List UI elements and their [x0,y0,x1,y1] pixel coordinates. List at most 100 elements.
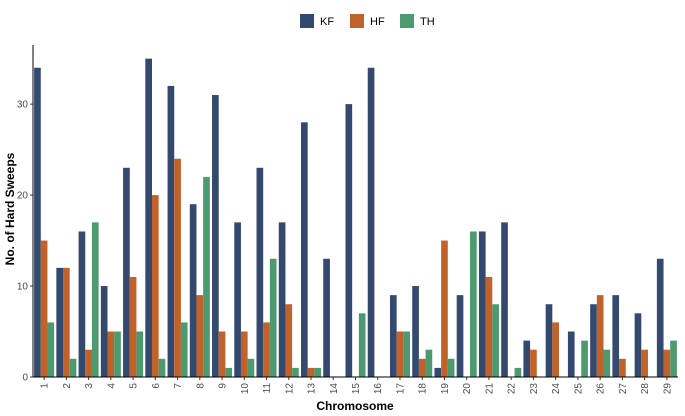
bar-kf-chr21 [478,231,486,377]
bar-th-chr22 [514,367,522,377]
bar-hf-chr13 [307,367,315,377]
x-tick-label: 8 [195,383,206,389]
bar-kf-chr27 [612,295,620,377]
bar-th-chr25 [581,340,588,377]
bar-kf-chr16 [367,67,375,378]
x-tick-label: 21 [484,383,495,395]
bar-kf-chr19 [434,367,442,377]
x-tick-label: 15 [351,383,362,395]
x-tick-label: 26 [596,383,607,395]
bar-hf-chr7 [174,158,181,377]
bar-hf-chr17 [396,331,404,377]
bar-kf-chr6 [145,58,152,377]
bar-th-chr11 [269,258,277,377]
legend-label-th: TH [420,16,435,28]
bar-hf-chr19 [441,240,448,377]
x-tick-label: 11 [262,383,273,394]
y-tick-label: 0 [22,373,28,384]
x-tick-label: 22 [507,383,518,395]
y-tick-label: 10 [17,282,29,293]
bar-hf-chr6 [151,195,159,377]
bar-hf-chr1 [40,240,48,377]
bar-th-chr17 [403,331,410,377]
x-tick-label: 23 [529,383,540,395]
bar-hf-chr10 [240,331,248,377]
bar-kf-chr2 [56,267,64,377]
bar-hf-chr8 [196,295,204,377]
bar-th-chr7 [180,322,188,377]
x-tick-label: 3 [84,383,95,389]
legend-key-th [400,14,414,28]
bar-hf-chr24 [552,322,560,377]
bar-th-chr8 [203,176,210,377]
y-axis-title: No. of Hard Sweeps [3,152,17,265]
bar-th-chr4 [114,331,121,377]
bar-hf-chr29 [663,349,671,377]
legend: KF HF TH [300,14,435,28]
x-tick-label: 5 [129,383,140,389]
bar-kf-chr15 [345,104,353,378]
x-tick-label: 7 [173,383,184,389]
bar-kf-chr9 [212,95,219,377]
x-axis-title: Chromosome [316,399,394,413]
bar-kf-chr17 [389,295,397,377]
bar-kf-chr12 [278,222,286,377]
bar-th-chr18 [425,349,433,377]
bar-hf-chr11 [263,322,270,377]
x-tick-label: 14 [329,383,340,395]
bar-th-chr29 [670,340,677,377]
bar-kf-chr10 [234,222,241,377]
bar-th-chr5 [136,331,144,377]
bar-kf-chr24 [545,304,553,377]
bar-hf-chr28 [641,349,648,377]
bar-kf-chr4 [100,286,108,377]
bar-th-chr9 [225,367,233,377]
bar-hf-chr2 [63,267,70,377]
bar-th-chr21 [492,304,499,377]
x-tick-label: 9 [218,383,229,389]
bar-kf-chr13 [301,122,308,377]
bar-kf-chr26 [590,304,597,377]
x-tick-label: 27 [618,383,629,395]
bar-th-chr1 [47,322,55,377]
bar-hf-chr23 [530,349,537,377]
legend-key-hf [350,14,364,28]
x-tick-label: 10 [240,383,251,395]
x-tick-label: 12 [284,383,295,395]
bar-hf-chr26 [596,295,604,377]
bar-kf-chr23 [523,340,531,377]
x-tick-label: 25 [573,383,584,395]
bar-th-chr12 [292,367,299,377]
legend-key-kf [300,14,314,28]
bar-th-chr26 [603,349,611,377]
bars [34,58,677,378]
bar-kf-chr20 [456,295,464,377]
bar-hf-chr27 [619,358,626,377]
y-tick-label: 30 [17,100,29,111]
bar-th-chr13 [314,367,322,377]
bar-kf-chr22 [501,222,508,377]
bar-kf-chr18 [412,286,419,377]
x-tick-label: 28 [640,383,651,395]
bar-hf-chr18 [418,358,426,377]
x-tick-label: 2 [62,383,73,389]
bar-th-chr20 [470,231,477,377]
x-tick-label: 16 [373,383,384,395]
x-tick-label: 19 [440,383,451,395]
x-tick-label: 18 [418,383,429,395]
bar-hf-chr12 [285,304,293,377]
bar-hf-chr5 [129,276,137,377]
bar-kf-chr14 [323,258,330,377]
x-tick-label: 6 [151,383,162,389]
bar-hf-chr21 [485,276,493,377]
bar-th-chr2 [69,358,77,377]
bar-kf-chr3 [78,231,86,377]
bar-kf-chr1 [34,67,41,378]
x-tick-label: 1 [40,383,51,389]
x-tick-label: 13 [307,383,318,395]
y-tick-label: 20 [17,191,29,202]
bar-kf-chr11 [256,167,264,377]
bar-th-chr15 [358,313,366,377]
